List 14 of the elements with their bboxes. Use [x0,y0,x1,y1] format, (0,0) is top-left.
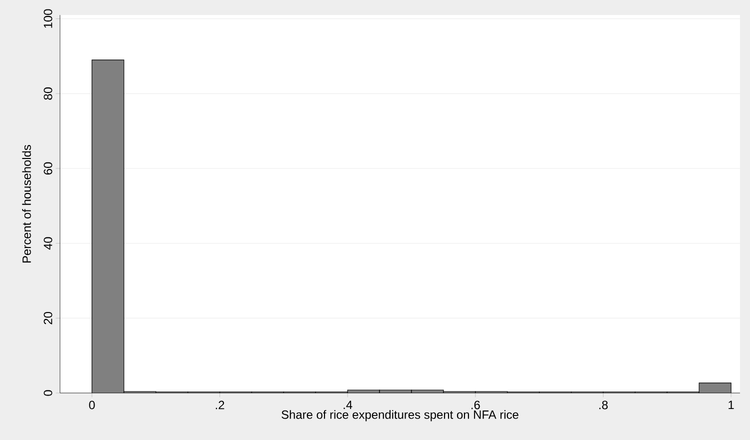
y-tick-label: 0 [44,390,52,396]
x-tick-label: .4 [344,400,352,409]
x-tick-label: 0 [89,400,95,410]
y-axis-title: Percent of households [22,144,31,262]
y-tick-label: 40 [44,237,52,250]
x-tick-label: 1 [728,400,734,409]
x-tick-label: .6 [472,400,480,410]
y-tick-label: 100 [44,9,52,28]
x-tick-label: .8 [599,400,608,410]
x-axis-title: Share of rice expenditures spent on NFA rice [282,410,518,422]
y-tick-label: 80 [44,87,52,100]
x-tick-label: .2 [216,400,224,410]
y-tick-label: 20 [44,312,52,324]
y-tick-label: 60 [44,162,52,174]
